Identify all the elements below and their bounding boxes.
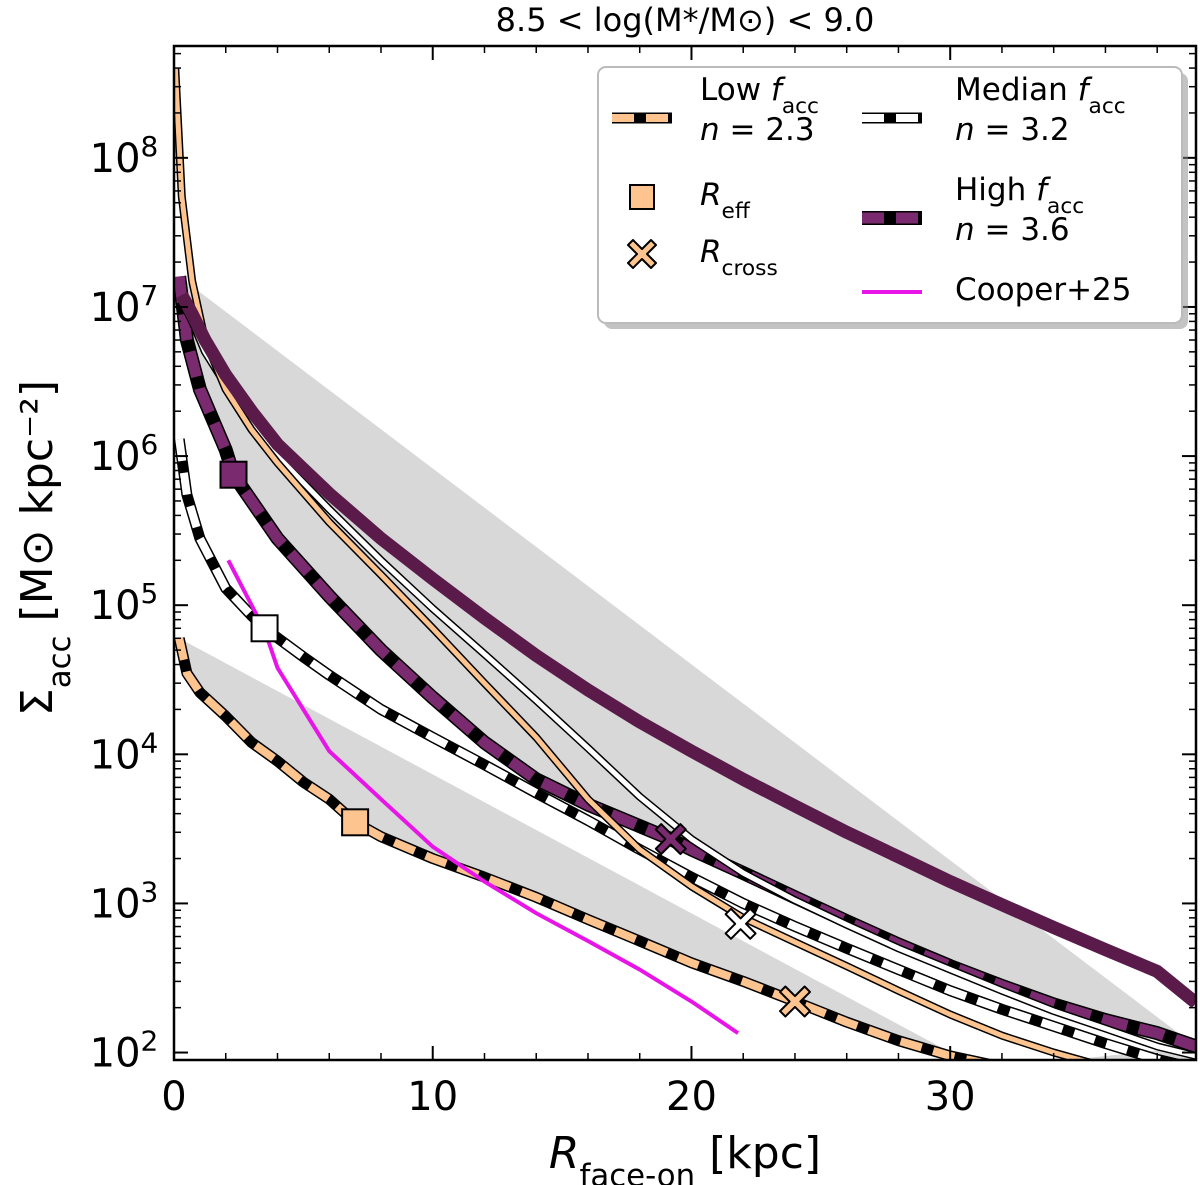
legend-label: Reff bbox=[700, 177, 751, 224]
marker-layer bbox=[219, 460, 811, 1018]
x-tick-label: 0 bbox=[161, 1074, 186, 1120]
series-low-solid-total bbox=[174, 67, 1096, 1060]
chart-title: 8.5 < log(M*/M⊙) < 9.0 bbox=[496, 1, 875, 39]
legend-label: High facc bbox=[955, 172, 1084, 219]
series-median-dashed-profile-line bbox=[175, 438, 1178, 1060]
legend-label: Low facc bbox=[700, 72, 819, 119]
series-low-dashed-profile-line bbox=[175, 637, 989, 1060]
x-tick-label: 30 bbox=[925, 1074, 976, 1120]
series-high-solid-total bbox=[176, 291, 1196, 1009]
x-axis-label: Rface-on [kpc] bbox=[549, 1128, 821, 1185]
shaded-band bbox=[179, 276, 1196, 1060]
y-tick-label: 103 bbox=[90, 875, 159, 928]
x-tick-label: 20 bbox=[666, 1074, 717, 1120]
plot-frame bbox=[172, 44, 1198, 1062]
legend-box bbox=[597, 66, 1183, 324]
series-cooper-solid-thin bbox=[226, 559, 740, 1035]
y-tick-label: 108 bbox=[90, 129, 159, 182]
x-tick-label: 10 bbox=[407, 1074, 458, 1120]
shaded-band-layer bbox=[179, 276, 1196, 1060]
legend-symbol-cross bbox=[627, 239, 657, 269]
y-tick-label: 106 bbox=[90, 428, 159, 481]
series-high-solid-total-line bbox=[176, 291, 1196, 1009]
y-tick-label: 107 bbox=[90, 278, 159, 331]
legend-n-value: n = 3.2 bbox=[955, 112, 1070, 148]
legend-entry-line-cooper: Cooper+25 bbox=[862, 272, 1132, 308]
y-tick-label: 105 bbox=[90, 577, 159, 630]
legend-entry-cross-low: Rcross bbox=[627, 234, 778, 281]
tick-layer: 0 10 20 30 102 103 104 105 106 107 108 bbox=[90, 46, 1196, 1120]
legend-label: Rcross bbox=[700, 234, 778, 281]
legend-label: Cooper+25 bbox=[955, 272, 1132, 308]
y-tick-label: 102 bbox=[90, 1024, 159, 1077]
legend-entry-square-low: Reff bbox=[629, 177, 751, 224]
marker-r-eff-low bbox=[341, 808, 370, 837]
legend-n-value: n = 3.6 bbox=[955, 212, 1070, 248]
marker-r-cross-low bbox=[779, 985, 811, 1018]
marker-r-eff-high bbox=[219, 460, 248, 489]
marker-r-cross-high bbox=[654, 823, 687, 856]
legend-label: Median facc bbox=[955, 72, 1126, 119]
legend-symbol-square bbox=[629, 184, 655, 210]
series-low-solid-total-line bbox=[174, 67, 1090, 1060]
y-axis-label: Σacc [M⊙ kpc⁻²] bbox=[12, 380, 78, 716]
marker-r-eff-median bbox=[250, 614, 279, 643]
series-low-dashed-profile bbox=[174, 637, 996, 1060]
series-cooper-solid-thin-line bbox=[226, 559, 740, 1035]
legend-n-value: n = 2.3 bbox=[700, 112, 815, 148]
marker-r-cross-median bbox=[724, 907, 757, 940]
y-tick-label: 104 bbox=[90, 726, 159, 779]
